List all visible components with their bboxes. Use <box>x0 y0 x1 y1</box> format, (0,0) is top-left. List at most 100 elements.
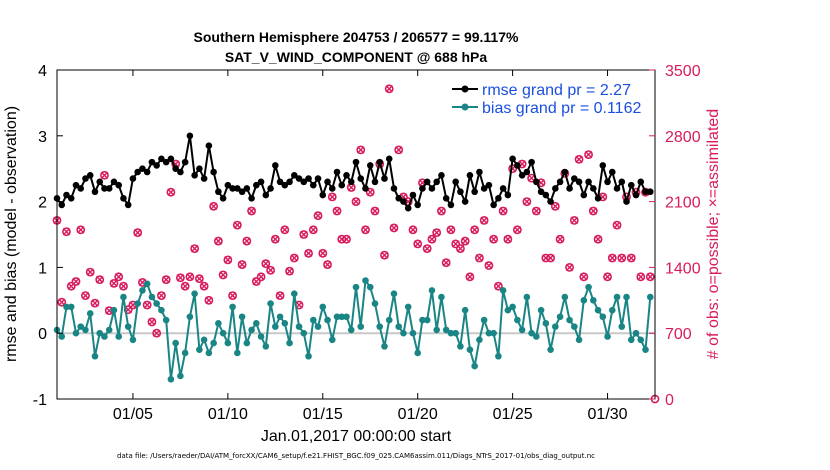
bias-point <box>608 306 616 314</box>
rmse-point <box>309 181 317 189</box>
y-axis-left: -1 0 1 2 3 4 <box>33 63 63 409</box>
bias-point <box>248 326 255 334</box>
bias-point <box>537 306 545 314</box>
obs-point <box>62 227 71 237</box>
obs-cross <box>304 249 313 257</box>
bias-point <box>286 339 293 347</box>
obs-cross <box>618 254 626 262</box>
obs-point <box>451 239 461 249</box>
obs-cross <box>319 249 327 257</box>
y-right-tick-label: 1400 <box>665 260 701 277</box>
obs-count-series <box>52 84 660 404</box>
rmse-point <box>504 191 512 199</box>
rmse-point <box>376 158 384 166</box>
obs-point <box>489 234 499 244</box>
bias-point <box>385 316 393 324</box>
bias-point <box>556 313 564 321</box>
obs-point <box>266 265 275 275</box>
rmse-point <box>400 198 407 205</box>
bias-point <box>238 313 246 321</box>
obs-cross <box>119 282 128 290</box>
rmse-point <box>627 181 635 189</box>
bias-point <box>257 333 265 340</box>
rmse-point <box>414 201 421 209</box>
obs-cross <box>456 244 465 253</box>
bias-point <box>153 300 160 307</box>
bias-point <box>177 372 184 380</box>
obs-point <box>242 236 252 246</box>
obs-point <box>370 206 380 216</box>
obs-point <box>275 291 285 300</box>
bias-point <box>215 320 222 327</box>
obs-point <box>531 206 541 216</box>
obs-point <box>289 253 299 263</box>
bias-point <box>67 303 75 311</box>
obs-point <box>161 275 171 285</box>
obs-point <box>251 277 261 286</box>
obs-point <box>95 275 105 285</box>
obs-cross <box>385 85 393 93</box>
legend: rmse grand pr = 2.27 bias grand pr = 0.1… <box>446 76 651 122</box>
bias-point <box>400 329 407 337</box>
y-axis-right: 0 700 1400 2100 2800 3500 <box>649 63 701 409</box>
y-right-tick-label: 2800 <box>665 129 701 146</box>
bias-point <box>181 349 189 357</box>
bias-point <box>499 287 507 294</box>
obs-point <box>285 266 294 276</box>
rmse-point <box>276 178 284 186</box>
obs-point <box>152 328 162 338</box>
legend-rmse-marker <box>461 85 469 93</box>
obs-point <box>247 206 256 216</box>
obs-cross <box>314 212 322 220</box>
obs-cross <box>243 237 251 245</box>
obs-cross <box>594 235 602 243</box>
obs-point <box>237 260 247 269</box>
rmse-point <box>461 198 469 205</box>
obs-point <box>90 298 100 308</box>
rmse-point <box>115 181 122 189</box>
x-axis-label: Jan.01,2017 00:00:00 start <box>261 428 452 445</box>
obs-point <box>66 281 76 291</box>
rmse-point <box>96 178 104 186</box>
rmse-point <box>518 171 526 179</box>
bias-point <box>314 323 322 330</box>
rmse-point <box>428 185 436 192</box>
bias-point <box>604 333 611 340</box>
obs-point <box>323 260 332 269</box>
rmse-point <box>210 168 217 176</box>
y-left-tick-label: 2 <box>38 195 47 212</box>
bias-point <box>599 313 607 321</box>
obs-cross <box>608 254 616 262</box>
rmse-point <box>67 195 75 202</box>
obs-cross <box>499 207 507 215</box>
obs-cross <box>115 273 123 281</box>
obs-cross <box>333 207 341 215</box>
obs-cross <box>323 260 332 269</box>
bias-point <box>162 316 170 324</box>
rmse-point <box>599 162 607 169</box>
obs-cross <box>565 263 574 272</box>
rmse-point <box>200 175 208 182</box>
bias-point <box>404 303 412 311</box>
rmse-point <box>186 132 194 140</box>
obs-point <box>384 84 394 94</box>
bias-point <box>480 316 488 324</box>
bias-point <box>134 300 141 307</box>
bias-point <box>523 293 531 301</box>
rmse-point <box>181 158 189 166</box>
y-left-tick-label: -1 <box>33 392 47 409</box>
y-right-tick-label: 0 <box>665 392 674 409</box>
obs-cross <box>162 275 170 284</box>
obs-point <box>218 270 228 280</box>
rmse-point <box>58 201 66 209</box>
rmse-point <box>637 178 645 186</box>
obs-cross <box>380 251 389 259</box>
obs-point <box>175 273 185 283</box>
rmse-point <box>404 204 412 212</box>
bias-point <box>96 329 104 337</box>
y-left-tick-label: 4 <box>38 63 47 80</box>
bias-point <box>423 316 431 324</box>
bias-point <box>328 336 336 344</box>
bias-point <box>518 326 526 334</box>
obs-cross <box>167 188 175 196</box>
